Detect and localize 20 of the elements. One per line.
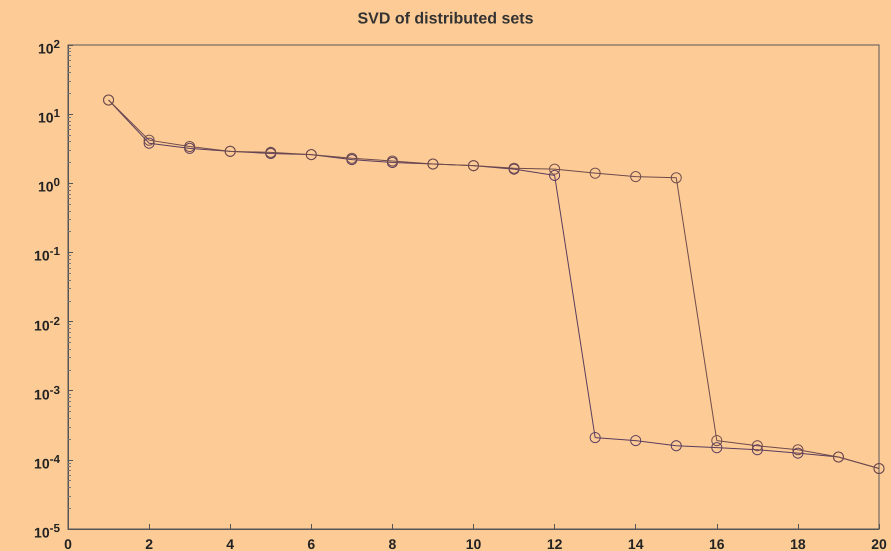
y-tick-label: 10$^{1}$ <box>38 106 60 127</box>
y-tick-label: 10$^{0}$ <box>38 175 60 196</box>
x-tick-label: 4 <box>226 536 234 551</box>
y-tick-label: 10$^{2}$ <box>38 37 60 58</box>
x-tick-label: 14 <box>628 536 644 551</box>
chart-title: SVD of distributed sets <box>357 10 534 28</box>
x-tick-label: 6 <box>307 536 316 551</box>
x-tick-label: 2 <box>145 536 154 551</box>
y-tick-label: 10$^{-5}$ <box>34 521 60 542</box>
y-tick-label: 10$^{-4}$ <box>34 452 60 472</box>
y-tick-label: 10$^{-1}$ <box>34 244 60 266</box>
x-tick-label: 20 <box>871 536 887 551</box>
x-tick-label: 12 <box>546 536 563 551</box>
x-tick-label: 18 <box>790 536 806 551</box>
x-tick-label: 16 <box>709 536 725 551</box>
y-tick-label: 10$^{-2}$ <box>34 314 60 334</box>
x-tick-label: 0 <box>64 536 72 551</box>
x-tick-label: 10 <box>466 536 482 551</box>
y-tick-label: 10$^{-3}$ <box>34 382 60 404</box>
x-tick-label: 8 <box>388 536 396 551</box>
